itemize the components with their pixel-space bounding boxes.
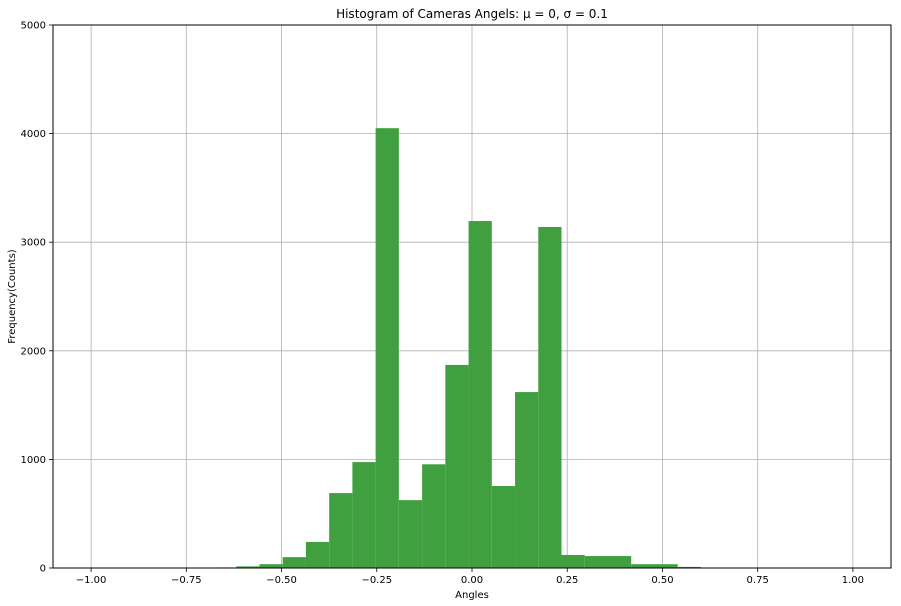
x-tick-label: −1.00: [76, 575, 107, 586]
histogram-bar: [259, 564, 283, 568]
y-tick-label: 1000: [21, 455, 46, 466]
x-tick-label: 0.50: [651, 575, 673, 586]
histogram-bar: [398, 500, 423, 568]
x-axis-ticks: −1.00 −0.75 −0.50 −0.25 0.00 0.25 0.50 0.75 1.00: [76, 568, 864, 586]
x-tick-label: 0.75: [747, 575, 769, 586]
histogram-bar: [607, 556, 632, 568]
histogram-bar: [631, 564, 655, 568]
histogram-bar: [561, 554, 585, 568]
x-tick-label: −0.50: [266, 575, 297, 586]
histogram-bar: [468, 221, 492, 568]
y-tick-label: 2000: [21, 346, 46, 357]
histogram-bar: [677, 566, 701, 568]
histogram-bar: [654, 564, 678, 568]
x-tick-label: 1.00: [842, 575, 864, 586]
histogram-bar: [584, 556, 608, 568]
histogram-bar: [515, 392, 539, 568]
y-tick-label: 4000: [21, 129, 46, 140]
histogram-bars: [212, 128, 725, 569]
y-axis-ticks: 0 1000 2000 3000 4000 5000: [21, 21, 53, 575]
histogram-bar: [375, 128, 399, 569]
x-tick-label: 0.25: [556, 575, 578, 586]
histogram-bar: [352, 462, 376, 568]
x-tick-label: 0.00: [461, 575, 483, 586]
histogram-bar: [236, 566, 260, 568]
x-tick-label: −0.75: [171, 575, 202, 586]
histogram-bar: [422, 464, 446, 568]
x-tick-label: −0.25: [361, 575, 392, 586]
x-axis-label: Angles: [455, 590, 489, 601]
histogram-bar: [305, 541, 330, 568]
y-tick-label: 3000: [21, 238, 46, 249]
histogram-bar: [329, 493, 353, 568]
histogram-bar: [491, 486, 516, 568]
histogram-bar: [282, 557, 306, 568]
y-tick-label: 0: [40, 564, 46, 575]
chart-title: Histogram of Cameras Angels: μ = 0, σ = …: [336, 7, 608, 21]
y-tick-label: 5000: [21, 21, 46, 32]
histogram-bar: [445, 364, 469, 568]
y-axis-label: Frequency(Counts): [7, 249, 18, 343]
histogram-bar: [538, 226, 562, 568]
